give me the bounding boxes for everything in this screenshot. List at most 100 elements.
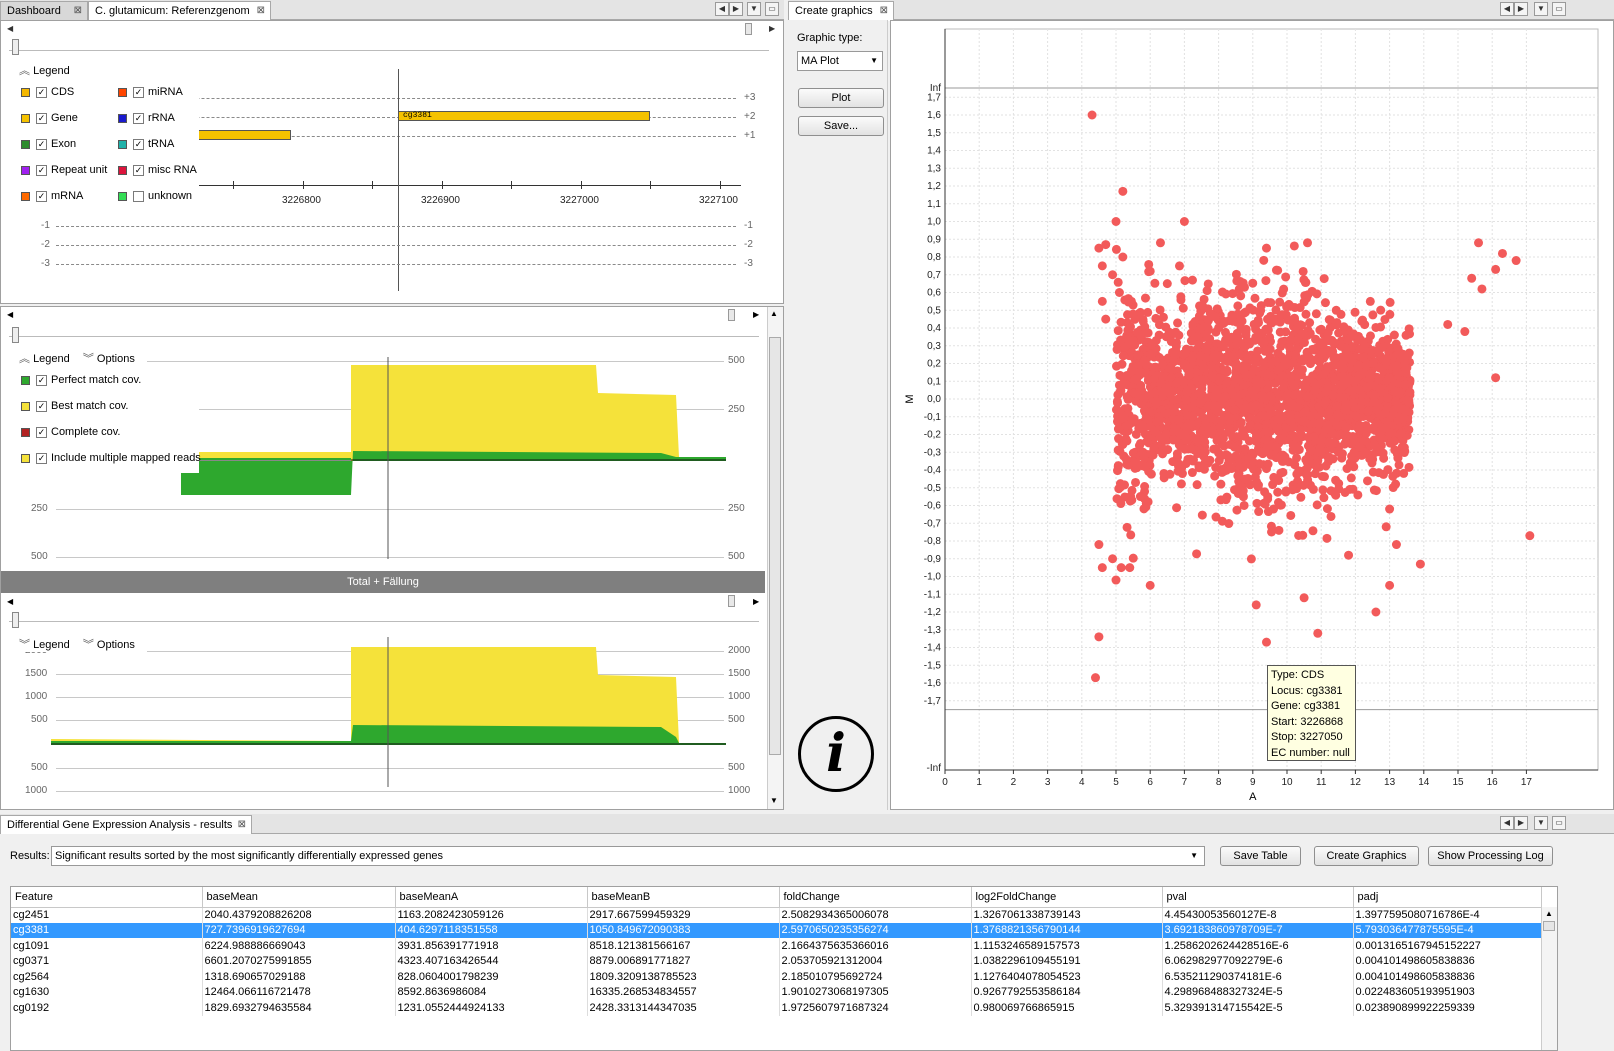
data-point[interactable]: [1194, 398, 1204, 408]
data-point[interactable]: [1394, 460, 1404, 470]
data-point[interactable]: [1176, 292, 1186, 302]
data-point[interactable]: [1203, 401, 1213, 411]
data-point[interactable]: [1245, 420, 1255, 430]
data-point[interactable]: [1290, 313, 1300, 323]
data-point[interactable]: [1278, 434, 1288, 444]
data-point[interactable]: [1150, 278, 1160, 288]
data-point[interactable]: [1355, 385, 1365, 395]
data-point[interactable]: [1299, 593, 1309, 603]
data-point[interactable]: [1275, 363, 1285, 373]
data-point[interactable]: [1331, 305, 1341, 315]
data-point[interactable]: [1288, 440, 1298, 450]
data-point[interactable]: [1265, 391, 1275, 401]
data-point[interactable]: [1286, 335, 1296, 345]
data-point[interactable]: [1212, 304, 1222, 314]
data-point[interactable]: [1282, 302, 1292, 312]
data-point[interactable]: [1325, 315, 1335, 325]
data-point[interactable]: [1316, 324, 1326, 334]
scroll-right-icon[interactable]: ▶: [753, 597, 760, 606]
data-point[interactable]: [1173, 318, 1183, 328]
data-point[interactable]: [1274, 525, 1284, 535]
table-row[interactable]: cg0192 1829.6932794635584 1231.05524449241…: [11, 1000, 1542, 1016]
data-point[interactable]: [1328, 438, 1338, 448]
data-point[interactable]: [1094, 632, 1104, 642]
data-point[interactable]: [1237, 316, 1247, 326]
data-point[interactable]: [1123, 403, 1133, 413]
data-point[interactable]: [1260, 360, 1270, 370]
data-point[interactable]: [1333, 447, 1343, 457]
data-point[interactable]: [1278, 467, 1288, 477]
data-point[interactable]: [1376, 305, 1386, 315]
data-point[interactable]: [1194, 311, 1204, 321]
data-point[interactable]: [1251, 324, 1261, 334]
data-point[interactable]: [1279, 284, 1289, 294]
data-point[interactable]: [1345, 386, 1355, 396]
data-point[interactable]: [1226, 464, 1236, 474]
results-select[interactable]: Significant results sorted by the most s…: [51, 846, 1205, 866]
data-point[interactable]: [1246, 402, 1256, 412]
graphic-type-select[interactable]: MA Plot ▼: [797, 51, 883, 71]
checkbox[interactable]: ✓: [36, 374, 47, 386]
data-point[interactable]: [1284, 342, 1294, 352]
data-point[interactable]: [1363, 407, 1373, 417]
vertical-scroll-thumb[interactable]: [769, 337, 781, 755]
data-point[interactable]: [1280, 452, 1290, 462]
data-point[interactable]: [1372, 418, 1382, 428]
data-point[interactable]: [1376, 441, 1386, 451]
data-point[interactable]: [1261, 243, 1271, 253]
data-point[interactable]: [1271, 453, 1281, 463]
data-point[interactable]: [1199, 375, 1209, 385]
data-point[interactable]: [1246, 554, 1256, 564]
data-point[interactable]: [1368, 358, 1378, 368]
data-point[interactable]: [1126, 530, 1136, 540]
data-point[interactable]: [1113, 424, 1123, 434]
data-point[interactable]: [1349, 397, 1359, 407]
legend-header[interactable]: ︽ Legend: [15, 59, 85, 78]
data-point[interactable]: [1272, 423, 1282, 433]
data-point[interactable]: [1180, 444, 1190, 454]
data-point[interactable]: [1190, 445, 1200, 455]
show-processing-log-button[interactable]: Show Processing Log: [1428, 846, 1553, 866]
data-point[interactable]: [1145, 580, 1155, 590]
data-point[interactable]: [1197, 510, 1207, 520]
data-point[interactable]: [1169, 357, 1179, 367]
data-point[interactable]: [1281, 272, 1291, 282]
data-point[interactable]: [1391, 540, 1401, 550]
data-point[interactable]: [1400, 380, 1410, 390]
data-point[interactable]: [1415, 559, 1425, 569]
data-point[interactable]: [1320, 298, 1330, 308]
data-point[interactable]: [1180, 403, 1190, 413]
legend-item-mrna[interactable]: ✓ mRNA: [21, 190, 83, 206]
data-point[interactable]: [1202, 429, 1212, 439]
data-point[interactable]: [1383, 465, 1393, 475]
tab-reference-genome[interactable]: C. glutamicum: Referenzgenom ⊠: [88, 1, 271, 21]
data-point[interactable]: [1317, 471, 1327, 481]
data-point[interactable]: [1353, 490, 1363, 500]
data-point[interactable]: [1097, 296, 1107, 306]
data-point[interactable]: [1180, 359, 1190, 369]
data-point[interactable]: [1259, 498, 1269, 508]
data-point[interactable]: [1319, 274, 1329, 284]
checkbox[interactable]: ✓: [36, 112, 47, 124]
checkbox[interactable]: ✓: [36, 400, 47, 412]
data-point[interactable]: [1274, 375, 1284, 385]
data-point[interactable]: [1232, 505, 1242, 515]
data-point[interactable]: [1312, 289, 1322, 299]
data-point[interactable]: [1285, 410, 1295, 420]
data-point[interactable]: [1388, 483, 1398, 493]
legend-item-best-match[interactable]: ✓ Best match cov.: [21, 400, 128, 416]
dropdown-icon[interactable]: ▼: [1534, 2, 1548, 16]
data-point[interactable]: [1298, 416, 1308, 426]
legend-item-unknown[interactable]: unknown: [118, 190, 192, 206]
data-point[interactable]: [1250, 356, 1260, 366]
data-point[interactable]: [1288, 485, 1298, 495]
data-point[interactable]: [1257, 391, 1267, 401]
dropdown-icon[interactable]: ▼: [747, 2, 761, 16]
data-point[interactable]: [1318, 485, 1328, 495]
data-point[interactable]: [1326, 511, 1336, 521]
data-point[interactable]: [1369, 440, 1379, 450]
data-point[interactable]: [1160, 386, 1170, 396]
data-point[interactable]: [1231, 269, 1241, 279]
data-point[interactable]: [1266, 298, 1276, 308]
data-point[interactable]: [1296, 492, 1306, 502]
